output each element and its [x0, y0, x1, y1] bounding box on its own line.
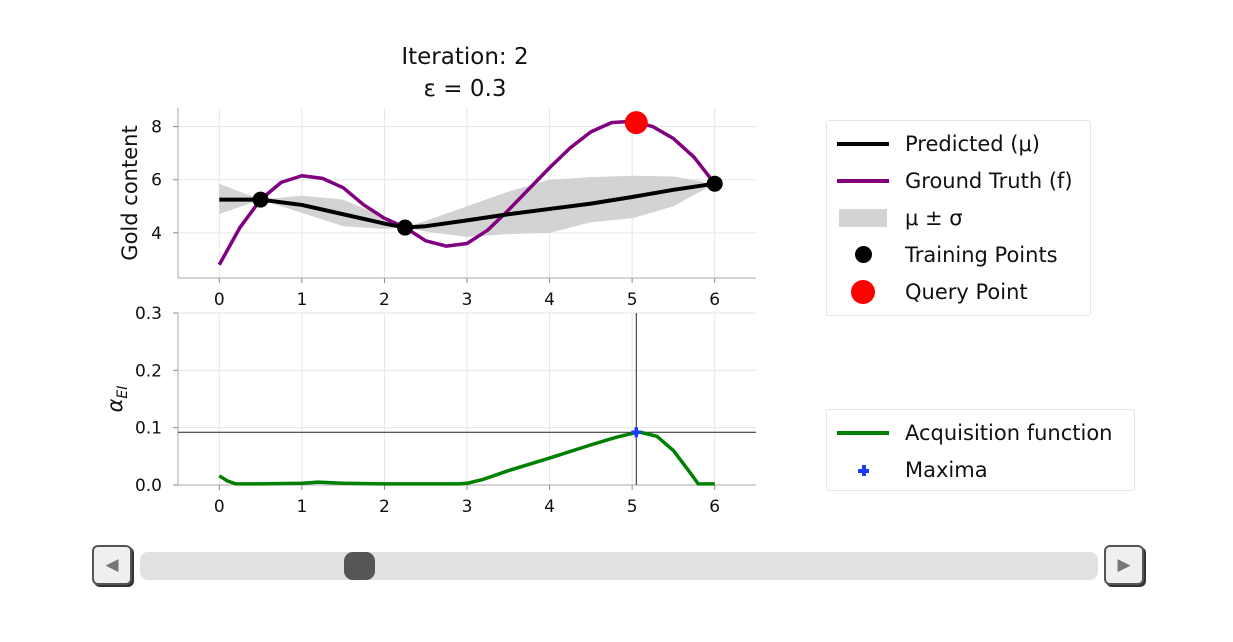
- top-y-tick-label: 4: [151, 224, 162, 244]
- legend-swatch: [835, 277, 893, 307]
- top-x-tick-label: 6: [709, 290, 720, 310]
- legend-label: Predicted (μ): [905, 132, 1041, 156]
- bottom-y-axis-label: αEI: [103, 386, 131, 413]
- slider-handle[interactable]: [343, 552, 375, 580]
- training-point: [706, 175, 723, 192]
- top-x-tick-label: 3: [462, 290, 473, 310]
- legend-item: Acquisition function: [827, 418, 1112, 448]
- bottom-y-tick-label: 0.0: [135, 476, 162, 496]
- previous-button[interactable]: ◀: [92, 545, 132, 585]
- chart-title-epsilon: ε = 0.3: [423, 76, 507, 102]
- legend-item: Maxima: [827, 455, 988, 485]
- bottom-y-tick-label: 0.2: [135, 361, 162, 381]
- legend-item: Query Point: [827, 277, 1028, 307]
- bottom-x-tick-label: 3: [462, 497, 473, 517]
- legend-item: μ ± σ: [827, 203, 963, 233]
- top-y-tick-label: 8: [151, 118, 162, 138]
- legend-label: μ ± σ: [905, 206, 963, 230]
- training-point: [252, 191, 269, 208]
- series-acquisition-line: [218, 430, 715, 486]
- legend-label: Acquisition function: [905, 421, 1113, 445]
- legend-swatch: [835, 203, 893, 233]
- bottom-y-tick-label: 0.3: [135, 304, 162, 324]
- legend-label: Query Point: [905, 280, 1028, 304]
- training-point: [397, 219, 414, 236]
- legend-swatch: [835, 166, 893, 196]
- top-x-tick-label: 1: [296, 290, 307, 310]
- slider-track[interactable]: [140, 552, 1098, 580]
- bottom-x-tick-label: 4: [544, 497, 555, 517]
- legend-item: Predicted (μ): [827, 129, 1040, 159]
- chevron-left-icon: ◀: [105, 555, 119, 575]
- top-x-tick-label: 2: [379, 290, 390, 310]
- series-mu-sigma-band: [219, 175, 715, 237]
- legend-swatch: [835, 129, 893, 159]
- chevron-right-icon: ▶: [1117, 555, 1131, 575]
- bottom-y-tick-label: 0.1: [135, 419, 162, 439]
- legend-label: Ground Truth (f): [905, 169, 1073, 193]
- top-x-tick-label: 0: [214, 290, 225, 310]
- bottom-x-tick-label: 5: [627, 497, 638, 517]
- legend-bottom: Acquisition function Maxima: [826, 409, 1135, 491]
- legend-swatch: [835, 455, 893, 485]
- legend-item: Ground Truth (f): [827, 166, 1073, 196]
- bottom-x-tick-label: 1: [296, 497, 307, 517]
- top-x-tick-label: 4: [544, 290, 555, 310]
- top-y-axis-label: Gold content: [118, 125, 142, 260]
- bottom-x-tick-label: 2: [379, 497, 390, 517]
- legend-label: Maxima: [905, 458, 988, 482]
- next-button[interactable]: ▶: [1104, 545, 1144, 585]
- top-x-tick-label: 5: [627, 290, 638, 310]
- bottom-x-tick-label: 6: [709, 497, 720, 517]
- query-point: [624, 111, 648, 135]
- maxima-marker: [631, 427, 642, 438]
- legend-top: Predicted (μ) Ground Truth (f) μ ± σ Traini…: [826, 120, 1091, 316]
- chart-title-iteration: Iteration: 2: [401, 44, 529, 70]
- legend-swatch: [835, 240, 893, 270]
- legend-item: Training Points: [827, 240, 1058, 270]
- series-predicted-line: [219, 181, 716, 230]
- legend-label: Training Points: [905, 243, 1058, 267]
- bottom-x-tick-label: 0: [214, 497, 225, 517]
- legend-swatch: [835, 418, 893, 448]
- top-y-tick-label: 6: [151, 171, 162, 191]
